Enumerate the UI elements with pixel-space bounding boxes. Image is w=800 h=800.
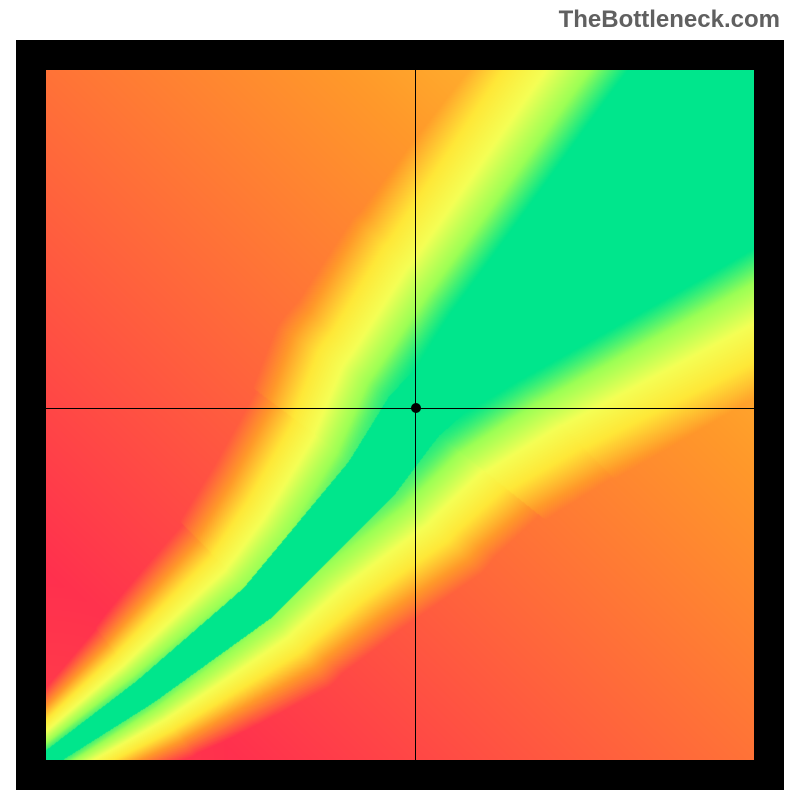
heatmap-canvas	[46, 70, 754, 760]
watermark-text: TheBottleneck.com	[559, 6, 780, 34]
plot-area	[46, 70, 754, 760]
crosshair-vertical	[415, 70, 416, 760]
chart-frame	[16, 40, 784, 790]
crosshair-horizontal	[46, 408, 754, 409]
crosshair-dot	[411, 403, 421, 413]
page-root: TheBottleneck.com	[0, 0, 800, 800]
